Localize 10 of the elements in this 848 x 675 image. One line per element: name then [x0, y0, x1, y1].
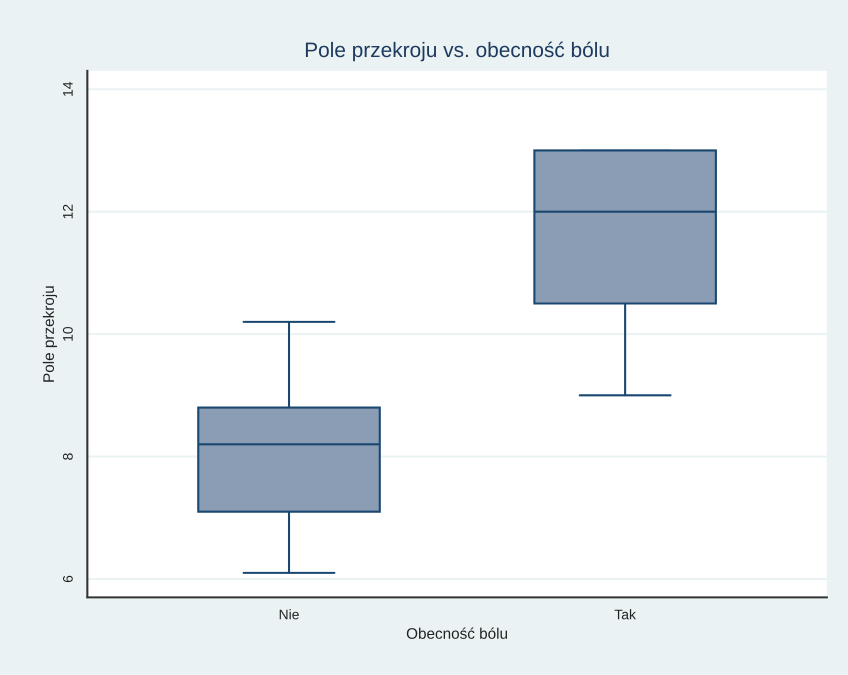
x-tick-label: Tak	[614, 609, 636, 620]
y-axis-title: Pole przekroju	[42, 286, 58, 382]
y-tick-label: 10	[62, 326, 73, 341]
x-axis-title: Obecność bólu	[406, 628, 508, 639]
x-tick-label: Nie	[280, 609, 299, 620]
chart-title: Pole przekroju vs. obecność bólu	[306, 42, 609, 62]
y-tick-label: 14	[63, 82, 73, 96]
y-tick-label: 12	[62, 204, 73, 218]
y-tick-label: 8	[62, 453, 73, 460]
y-tick-label: 6	[62, 576, 73, 582]
